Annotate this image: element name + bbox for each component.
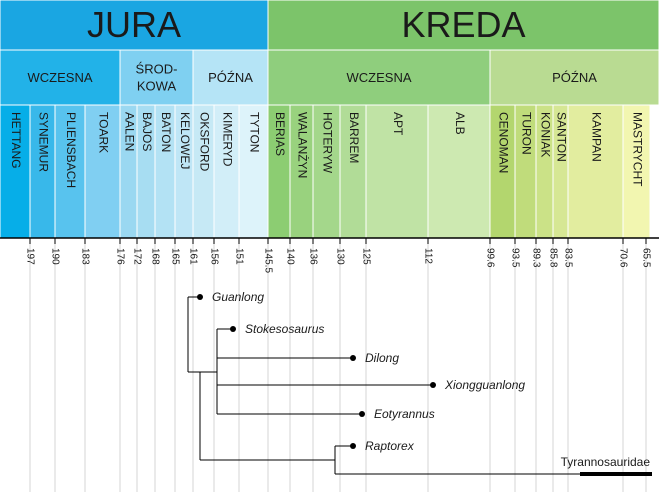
stage-label: KONIAK [538, 112, 552, 157]
stage-label: BERIAS [273, 112, 287, 156]
tick-label: 65.5 [640, 248, 651, 268]
tick-label: 112 [422, 248, 433, 264]
tick-label: 145.5 [262, 248, 273, 273]
stage-box [622, 104, 651, 239]
stage-label: HETTANG [9, 112, 23, 168]
taxon-label: Xiongguanlong [444, 378, 525, 392]
tick-label: 93.5 [509, 248, 520, 268]
epoch-box [192, 49, 269, 106]
tick-label: 83.5 [562, 248, 573, 268]
stage-label: KIMERYD [220, 112, 234, 167]
tick-label: 183 [79, 248, 90, 265]
stage-label: KAMPAN [589, 112, 603, 162]
stage-label: MASTRYCHT [630, 112, 644, 187]
tick-label: 125 [360, 248, 371, 265]
stage-label: TYTON [247, 112, 261, 152]
tick-label: 190 [49, 248, 60, 265]
tick-label: 140 [284, 248, 295, 265]
stage-label: BATON [159, 112, 173, 152]
epoch-label: PÓŹNA [552, 70, 597, 85]
stage-box [567, 104, 624, 239]
stage-label: KELOWEJ [178, 112, 192, 169]
tick-label: 130 [334, 248, 345, 265]
tip-node [350, 443, 356, 449]
tick-label: 161 [187, 248, 198, 265]
stage-label: BARREM [347, 112, 361, 163]
tick-label: 136 [307, 248, 318, 265]
tip-node [350, 355, 356, 361]
stage-label: HOTERYW [320, 112, 334, 174]
tip-node [430, 382, 436, 388]
tick-label: 172 [131, 248, 142, 265]
period-box [267, 0, 659, 51]
stage-label: WALANŻYN [295, 112, 309, 178]
tip-node [359, 411, 365, 417]
epoch-box [119, 49, 194, 106]
tick-label: 165 [169, 248, 180, 265]
taxon-label: Raptorex [365, 439, 415, 453]
tick-label: 168 [149, 248, 160, 265]
stage-label: TOARK [96, 112, 110, 153]
stage-box [238, 104, 269, 239]
stage-label: AALEN [122, 112, 136, 151]
tick-label: 89.3 [530, 248, 541, 268]
period-box [0, 0, 269, 51]
tip-node [230, 326, 236, 332]
stage-label: ALB [453, 112, 467, 135]
stage-box [29, 104, 56, 239]
tick-label: 197 [24, 248, 35, 265]
taxon-label: Guanlong [212, 290, 264, 304]
period-label: JURA [87, 4, 181, 45]
period-label: KREDA [401, 4, 525, 45]
epoch-box [489, 49, 659, 106]
tick-label: 156 [208, 248, 219, 265]
tick-label: 99.6 [484, 248, 495, 268]
tip-node [197, 294, 203, 300]
stage-box [312, 104, 341, 239]
stage-label: CENOMAN [496, 112, 510, 173]
stage-label: BAJOS [140, 112, 154, 151]
stage-box [427, 104, 491, 239]
epoch-label: ŚROD- [136, 62, 178, 77]
stage-label: SYNEMUR [36, 112, 50, 172]
taxon-label: Dilong [365, 351, 399, 365]
epoch-label: KOWA [137, 79, 177, 94]
tick-label: 151 [233, 248, 244, 265]
taxon-label: Stokesosaurus [245, 322, 324, 336]
stage-box [0, 104, 31, 239]
epoch-box [267, 49, 491, 106]
stage-label: TURON [519, 112, 533, 155]
epoch-label: WCZESNA [28, 70, 93, 85]
epoch-label: WCZESNA [347, 70, 412, 85]
taxon-label: Eotyrannus [374, 407, 435, 421]
stage-label: APT [391, 112, 405, 136]
stage-label: OKSFORD [197, 112, 211, 172]
tick-label: 176 [114, 248, 125, 265]
stage-label: PLIENSBACH [64, 112, 78, 188]
tick-label: 70.6 [617, 248, 628, 268]
epoch-label: PÓŹNA [208, 70, 253, 85]
outgroup-label: Tyrannosauridae [561, 455, 651, 469]
stage-label: SANTON [554, 112, 568, 162]
tick-label: 85.8 [547, 248, 558, 268]
